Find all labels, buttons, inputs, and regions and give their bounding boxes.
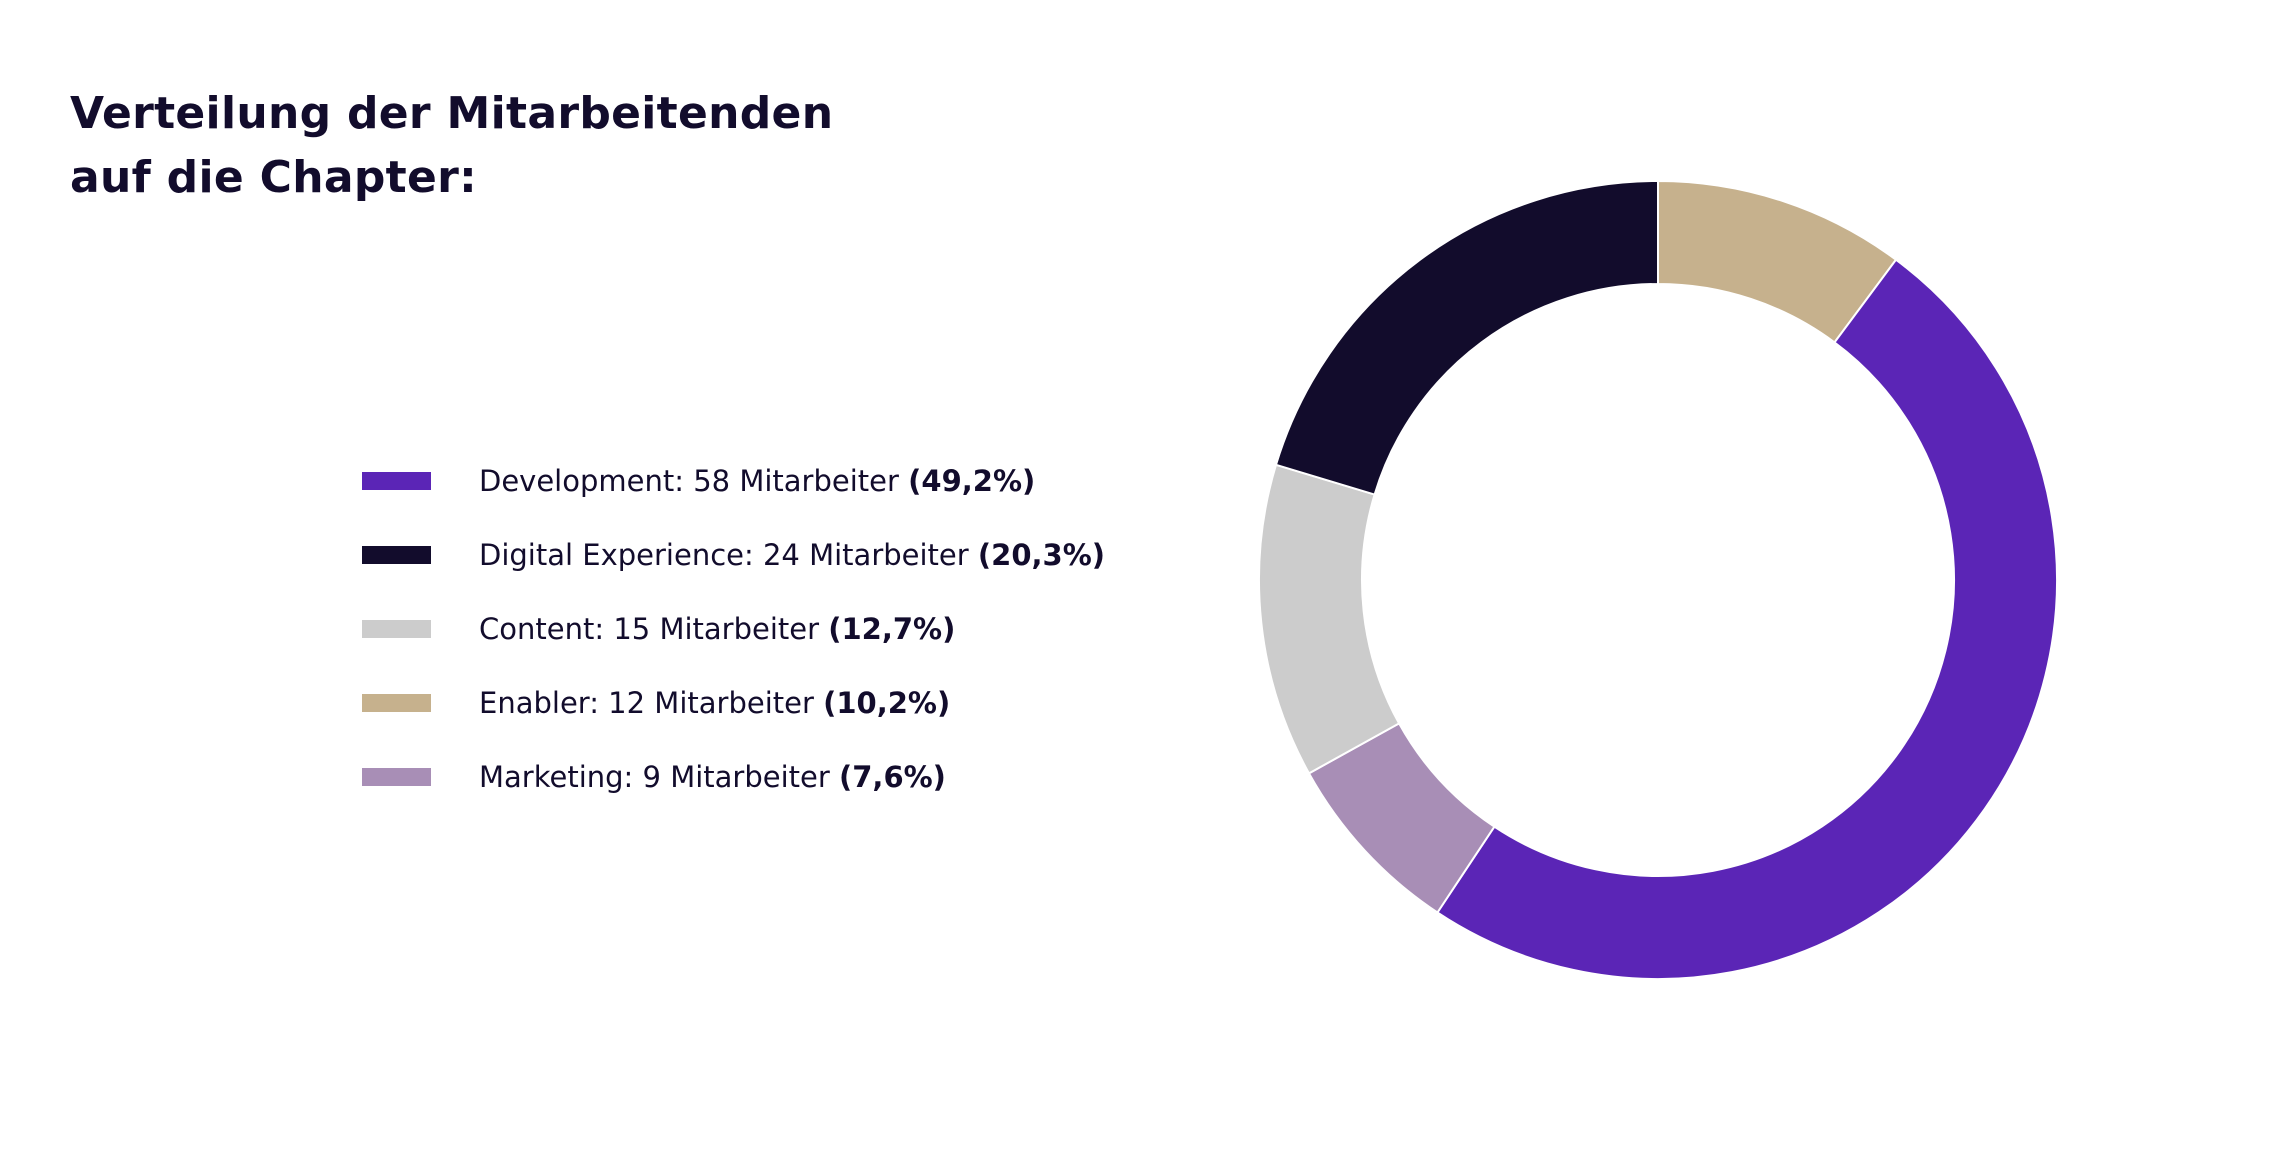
legend-label-content: Content: 15 Mitarbeiter (12,7%) [479, 610, 955, 648]
legend-label-percent: (49,2%) [908, 464, 1036, 498]
legend-label-percent: (12,7%) [828, 612, 956, 646]
legend-label-percent: (20,3%) [977, 538, 1106, 572]
donut-slice-content [1258, 463, 1401, 775]
legend-label-main: Development: 58 Mitarbeiter [479, 464, 899, 498]
legend-label-main: Marketing: 9 Mitarbeiter [479, 760, 830, 794]
legend-swatch-content [362, 620, 431, 638]
legend-swatch-digital-experience [362, 546, 431, 564]
chart-title-line-1: Verteilung der Mitarbeitenden [70, 88, 834, 139]
legend-label-marketing: Marketing: 9 Mitarbeiter (7,6%) [479, 758, 946, 796]
donut-chart [1258, 179, 2058, 980]
legend-label-digital-experience: Digital Experience: 24 Mitarbeiter (20,3… [479, 536, 1105, 574]
legend-label-development: Development: 58 Mitarbeiter (49,2%) [479, 462, 1035, 500]
chart-title-line-2: auf die Chapter: [70, 152, 477, 203]
legend-swatch-enabler [362, 694, 431, 712]
legend-label-enabler: Enabler: 12 Mitarbeiter (10,2%) [479, 684, 950, 722]
legend-swatch-marketing [362, 768, 431, 786]
legend-label-main: Enabler: 12 Mitarbeiter [479, 686, 814, 720]
donut-slice-digital-experience [1274, 179, 1659, 496]
legend-label-percent: (10,2%) [823, 686, 951, 720]
donut-slice-development [1436, 258, 2058, 980]
legend-label-main: Digital Experience: 24 Mitarbeiter [479, 538, 969, 572]
legend-label-main: Content: 15 Mitarbeiter [479, 612, 820, 646]
legend-swatch-development [362, 472, 431, 490]
chart-title: Verteilung der Mitarbeitenden auf die Ch… [70, 82, 833, 210]
legend-label-percent: (7,6%) [839, 760, 946, 794]
